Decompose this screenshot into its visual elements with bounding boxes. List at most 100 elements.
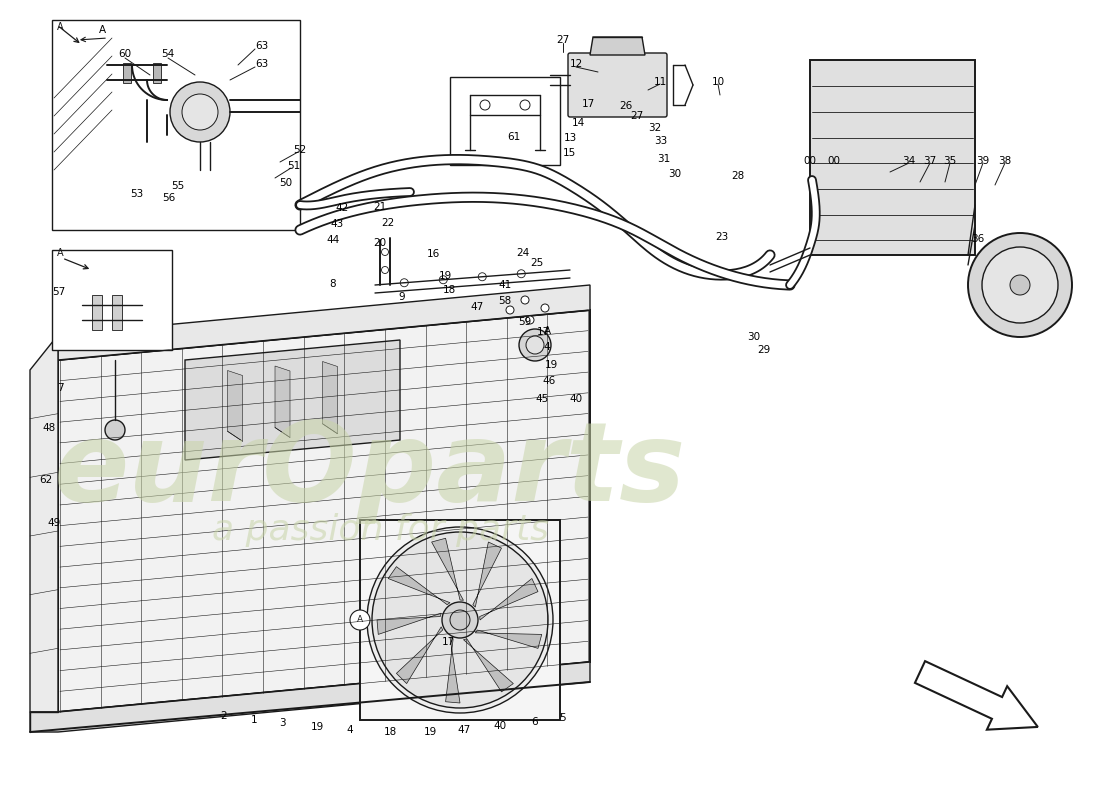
Circle shape [170, 82, 230, 142]
Text: 50: 50 [279, 178, 293, 188]
Text: 10: 10 [712, 77, 725, 87]
Text: 59: 59 [518, 317, 531, 327]
Text: 17: 17 [537, 327, 550, 337]
Text: 58: 58 [498, 296, 512, 306]
Text: A: A [356, 615, 363, 625]
Bar [52, 250, 172, 350]
Text: 3: 3 [278, 718, 285, 728]
Polygon shape [58, 285, 590, 360]
Circle shape [521, 296, 529, 304]
Text: 19: 19 [310, 722, 323, 732]
Text: 56: 56 [163, 193, 176, 203]
Bar [52, 20, 300, 230]
Bar [112, 295, 122, 330]
Text: a passion for parts: a passion for parts [211, 513, 549, 547]
Circle shape [104, 420, 125, 440]
Text: 9: 9 [398, 292, 405, 302]
Bar [450, 77, 560, 165]
Text: 11: 11 [653, 77, 667, 87]
Text: 30: 30 [747, 332, 760, 342]
Text: 6: 6 [531, 717, 538, 727]
Circle shape [439, 276, 448, 284]
Text: 47: 47 [471, 302, 484, 312]
Text: 52: 52 [294, 145, 307, 155]
Text: 60: 60 [119, 49, 132, 59]
Circle shape [372, 532, 548, 708]
Text: 63: 63 [255, 59, 268, 69]
Text: 18: 18 [384, 727, 397, 737]
Text: 12: 12 [570, 59, 583, 69]
Polygon shape [590, 37, 645, 55]
Text: 38: 38 [999, 156, 1012, 166]
Circle shape [541, 304, 549, 312]
Circle shape [519, 329, 551, 361]
Text: eurOparts: eurOparts [54, 417, 686, 523]
Circle shape [478, 273, 486, 281]
Text: A: A [543, 326, 551, 336]
Circle shape [400, 278, 408, 286]
Polygon shape [431, 538, 463, 600]
Text: 19: 19 [424, 727, 437, 737]
Text: 40: 40 [494, 721, 507, 731]
Text: 40: 40 [570, 394, 583, 404]
Text: 57: 57 [53, 287, 66, 297]
Circle shape [480, 100, 490, 110]
Text: 22: 22 [382, 218, 395, 228]
Circle shape [1010, 275, 1030, 295]
Polygon shape [377, 613, 441, 634]
Circle shape [526, 316, 534, 324]
Bar [153, 63, 161, 83]
Text: 54: 54 [162, 49, 175, 59]
Text: 43: 43 [330, 219, 343, 229]
Text: 21: 21 [373, 202, 386, 212]
Text: 27: 27 [557, 35, 570, 45]
Text: 30: 30 [669, 169, 682, 179]
Text: 31: 31 [658, 154, 671, 164]
Text: 35: 35 [944, 156, 957, 166]
Polygon shape [228, 370, 242, 442]
Circle shape [982, 247, 1058, 323]
Bar [92, 295, 102, 330]
Text: 37: 37 [923, 156, 936, 166]
Text: 18: 18 [442, 285, 455, 295]
Text: 17: 17 [441, 637, 454, 647]
Bar [123, 63, 131, 83]
Text: 48: 48 [43, 423, 56, 433]
Polygon shape [463, 638, 514, 692]
Circle shape [506, 306, 514, 314]
Text: 24: 24 [516, 248, 529, 258]
Text: 51: 51 [287, 161, 300, 171]
Circle shape [520, 100, 530, 110]
Text: 29: 29 [758, 345, 771, 355]
Text: 39: 39 [977, 156, 990, 166]
Polygon shape [58, 310, 590, 712]
Polygon shape [30, 662, 590, 732]
Text: 42: 42 [336, 203, 349, 213]
Text: 34: 34 [902, 156, 915, 166]
Text: 15: 15 [562, 148, 575, 158]
Polygon shape [275, 366, 290, 438]
Text: A: A [57, 22, 64, 32]
Text: 55: 55 [172, 181, 185, 191]
Text: 00: 00 [803, 156, 816, 166]
Polygon shape [396, 627, 442, 683]
Text: 20: 20 [373, 238, 386, 248]
Text: 13: 13 [563, 133, 576, 143]
Text: 32: 32 [648, 123, 661, 133]
Text: 16: 16 [427, 249, 440, 259]
FancyBboxPatch shape [568, 53, 667, 117]
Text: 49: 49 [47, 518, 60, 528]
Text: 26: 26 [619, 101, 632, 111]
Circle shape [968, 233, 1072, 337]
Polygon shape [388, 566, 450, 605]
Text: 17: 17 [582, 99, 595, 109]
Polygon shape [915, 661, 1037, 730]
Text: 4: 4 [346, 725, 353, 735]
Text: 28: 28 [732, 171, 745, 181]
Polygon shape [480, 578, 538, 620]
Circle shape [450, 610, 470, 630]
Text: 2: 2 [221, 711, 228, 721]
Text: 27: 27 [630, 111, 644, 121]
Text: 63: 63 [255, 41, 268, 51]
Text: 19: 19 [544, 360, 558, 370]
